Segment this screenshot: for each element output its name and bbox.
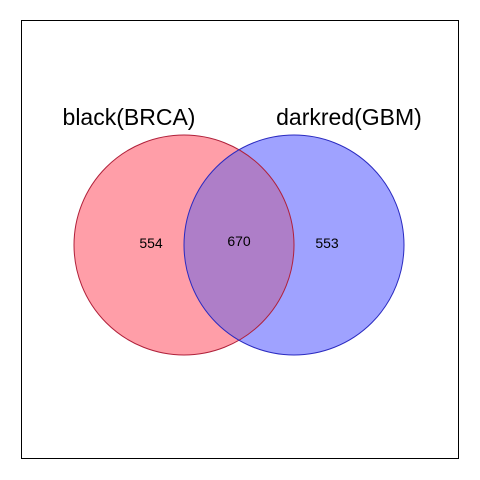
set-label-left: black(BRCA) bbox=[63, 104, 196, 130]
count-right-only: 553 bbox=[315, 235, 339, 251]
count-intersection: 670 bbox=[227, 233, 251, 249]
venn-overlap-region bbox=[184, 135, 294, 355]
set-label-right: darkred(GBM) bbox=[276, 104, 422, 130]
venn-circle-left-outline bbox=[73, 134, 295, 356]
plot-frame bbox=[21, 20, 459, 459]
count-left-only: 554 bbox=[139, 235, 163, 251]
venn-circle-right-outline bbox=[183, 134, 405, 356]
